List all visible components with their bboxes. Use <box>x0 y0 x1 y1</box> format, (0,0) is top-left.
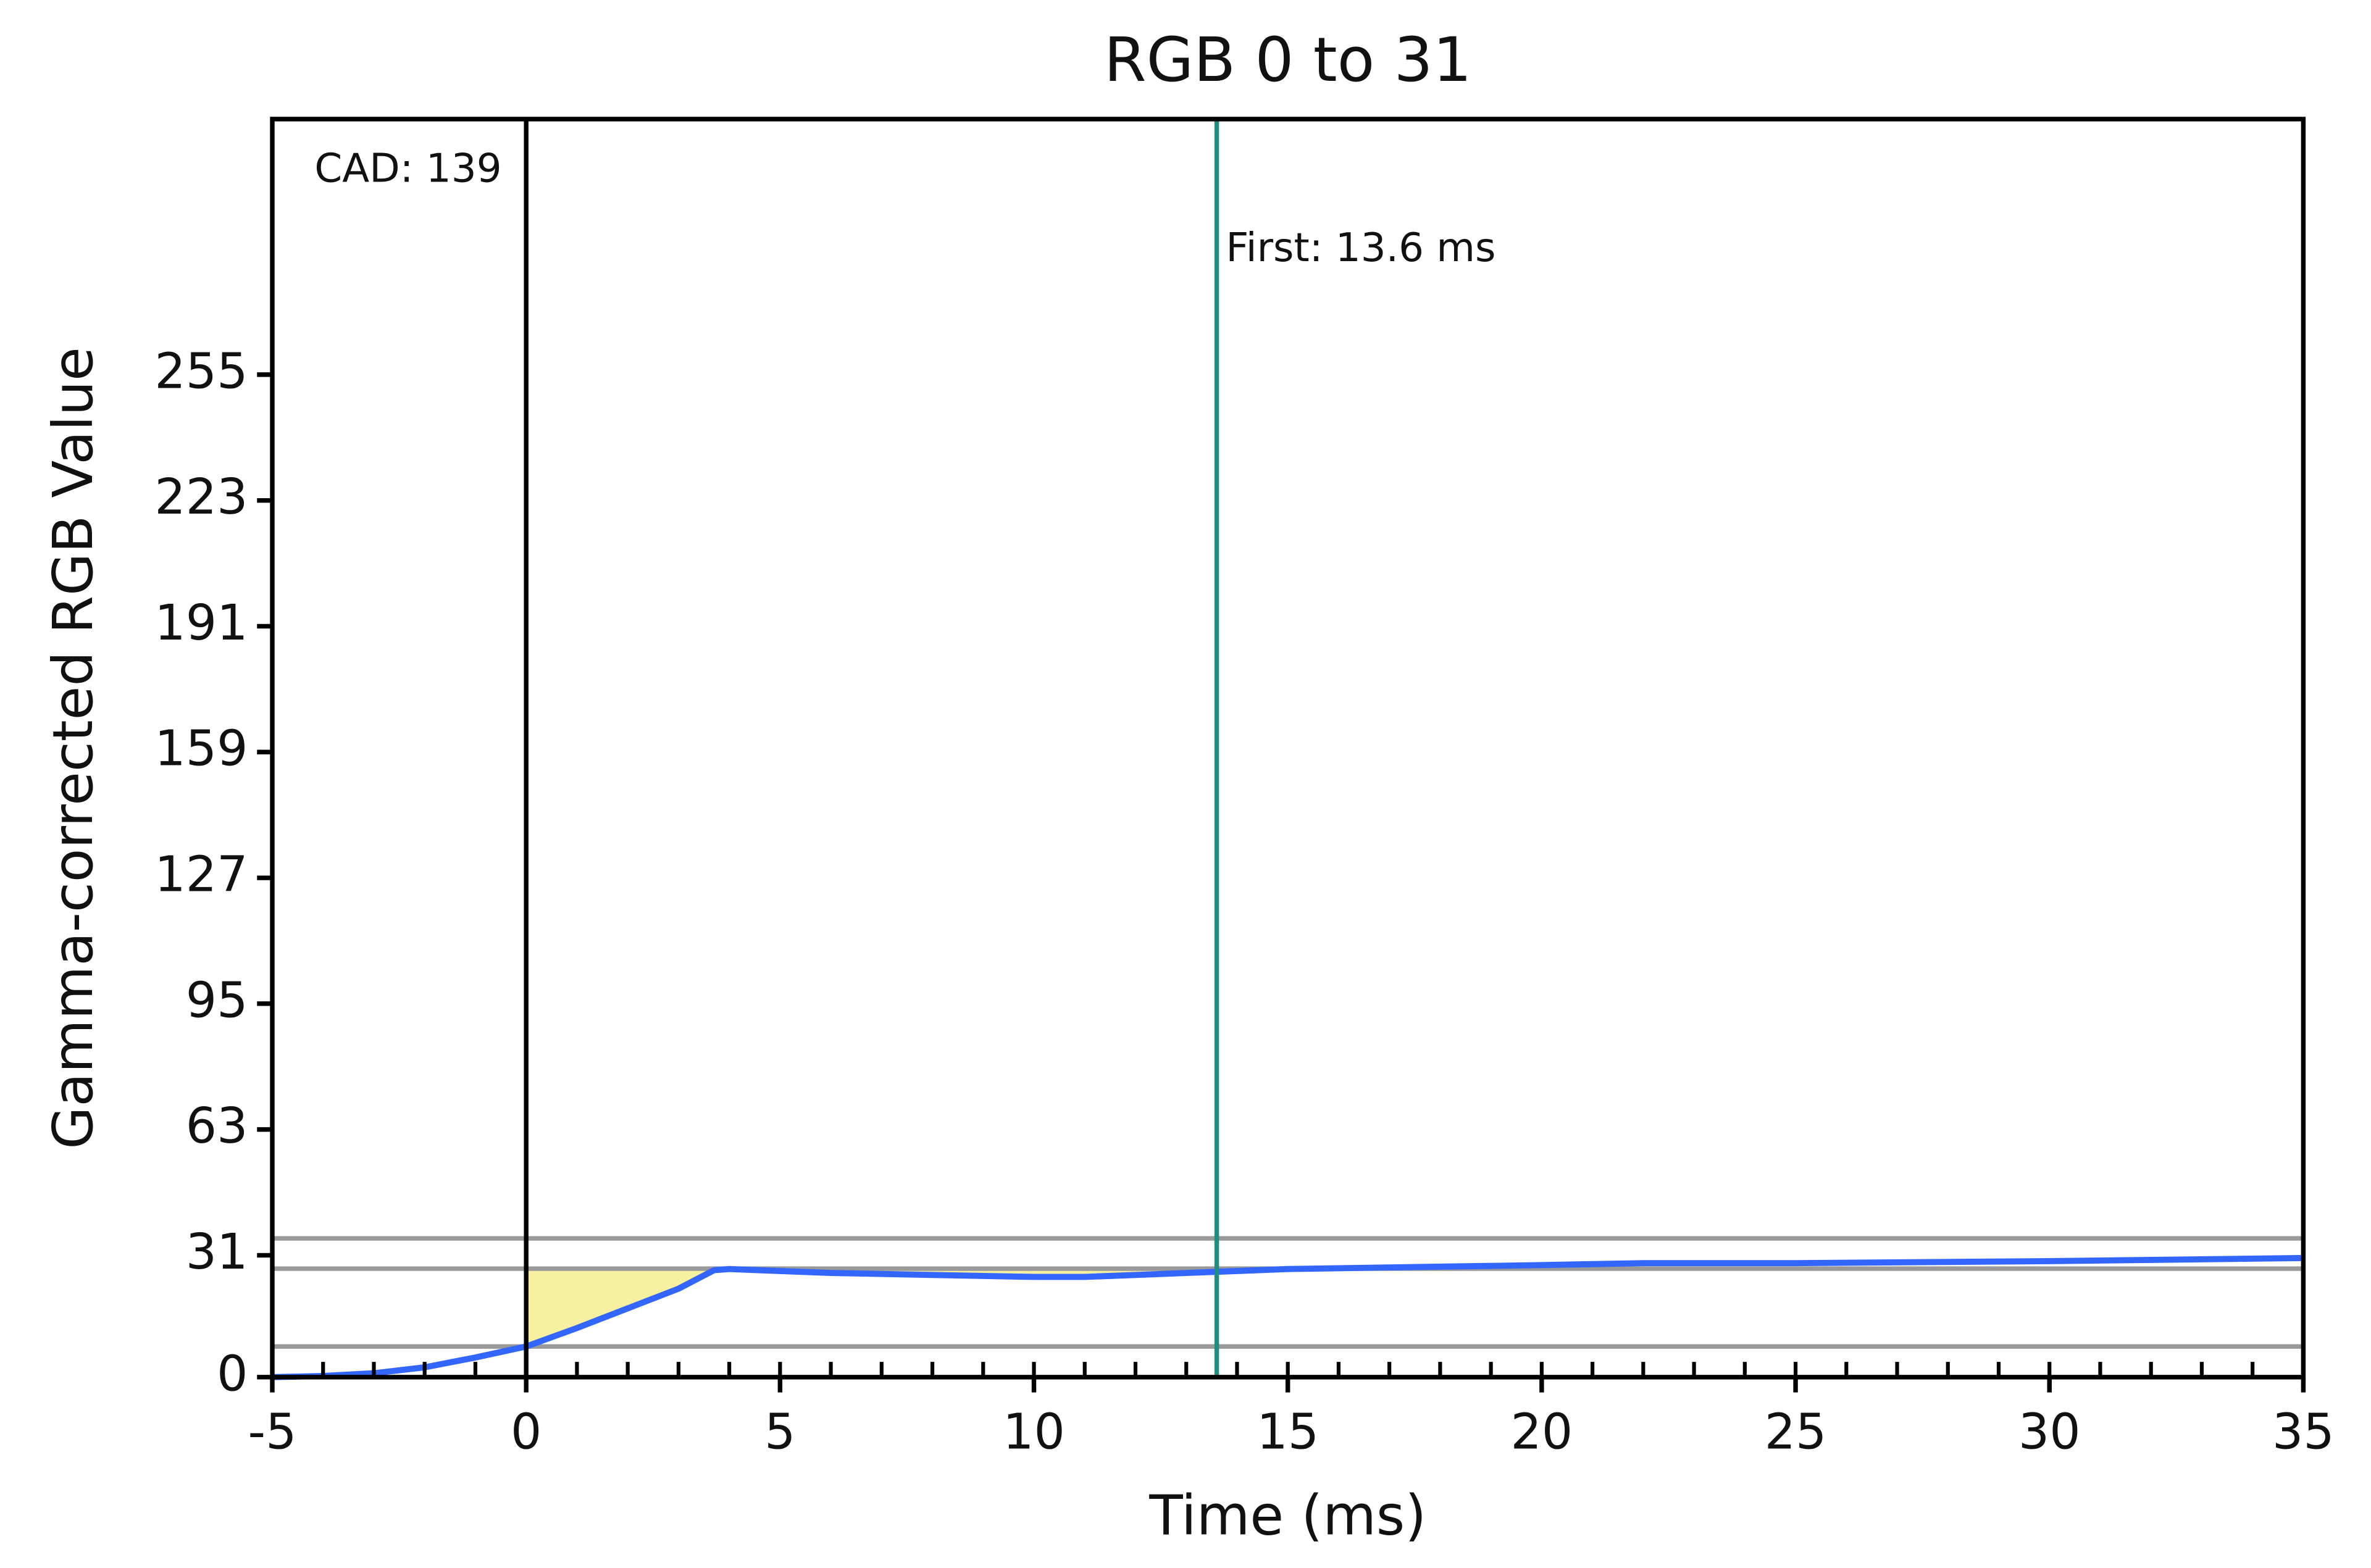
y-axis-label: Gamma-corrected RGB Value <box>41 347 105 1149</box>
x-tick-label: 5 <box>764 1403 795 1460</box>
y-tick-label: 191 <box>154 594 248 651</box>
y-tick-label: 0 <box>217 1345 248 1402</box>
x-tick-label: 35 <box>2272 1403 2335 1460</box>
shade-region <box>526 1269 1542 1347</box>
data-line <box>272 1254 2304 1380</box>
marker-label: CAD: 139 <box>314 146 501 192</box>
y-tick-label: 159 <box>154 720 248 777</box>
y-tick-label: 223 <box>154 469 248 525</box>
x-tick-label: 25 <box>1765 1403 1827 1460</box>
x-tick-label: 20 <box>1511 1403 1573 1460</box>
x-axis-label: Time (ms) <box>1148 1483 1426 1547</box>
y-tick-label: 127 <box>154 846 248 903</box>
x-tick-label: 30 <box>2018 1403 2081 1460</box>
marker-label: First: 13.6 ms <box>1226 225 1495 271</box>
y-tick-label: 255 <box>154 343 248 399</box>
x-tick-label: 10 <box>1003 1403 1065 1460</box>
plot-frame <box>270 117 2306 1380</box>
x-tick-label: 15 <box>1257 1403 1319 1460</box>
x-tick-label: 0 <box>511 1403 542 1460</box>
x-tick-label: -5 <box>248 1403 297 1460</box>
chart-title: RGB 0 to 31 <box>1104 25 1472 96</box>
y-tick-label: 95 <box>186 972 248 1028</box>
y-tick-label: 63 <box>186 1098 248 1154</box>
y-tick-label: 31 <box>186 1224 248 1280</box>
